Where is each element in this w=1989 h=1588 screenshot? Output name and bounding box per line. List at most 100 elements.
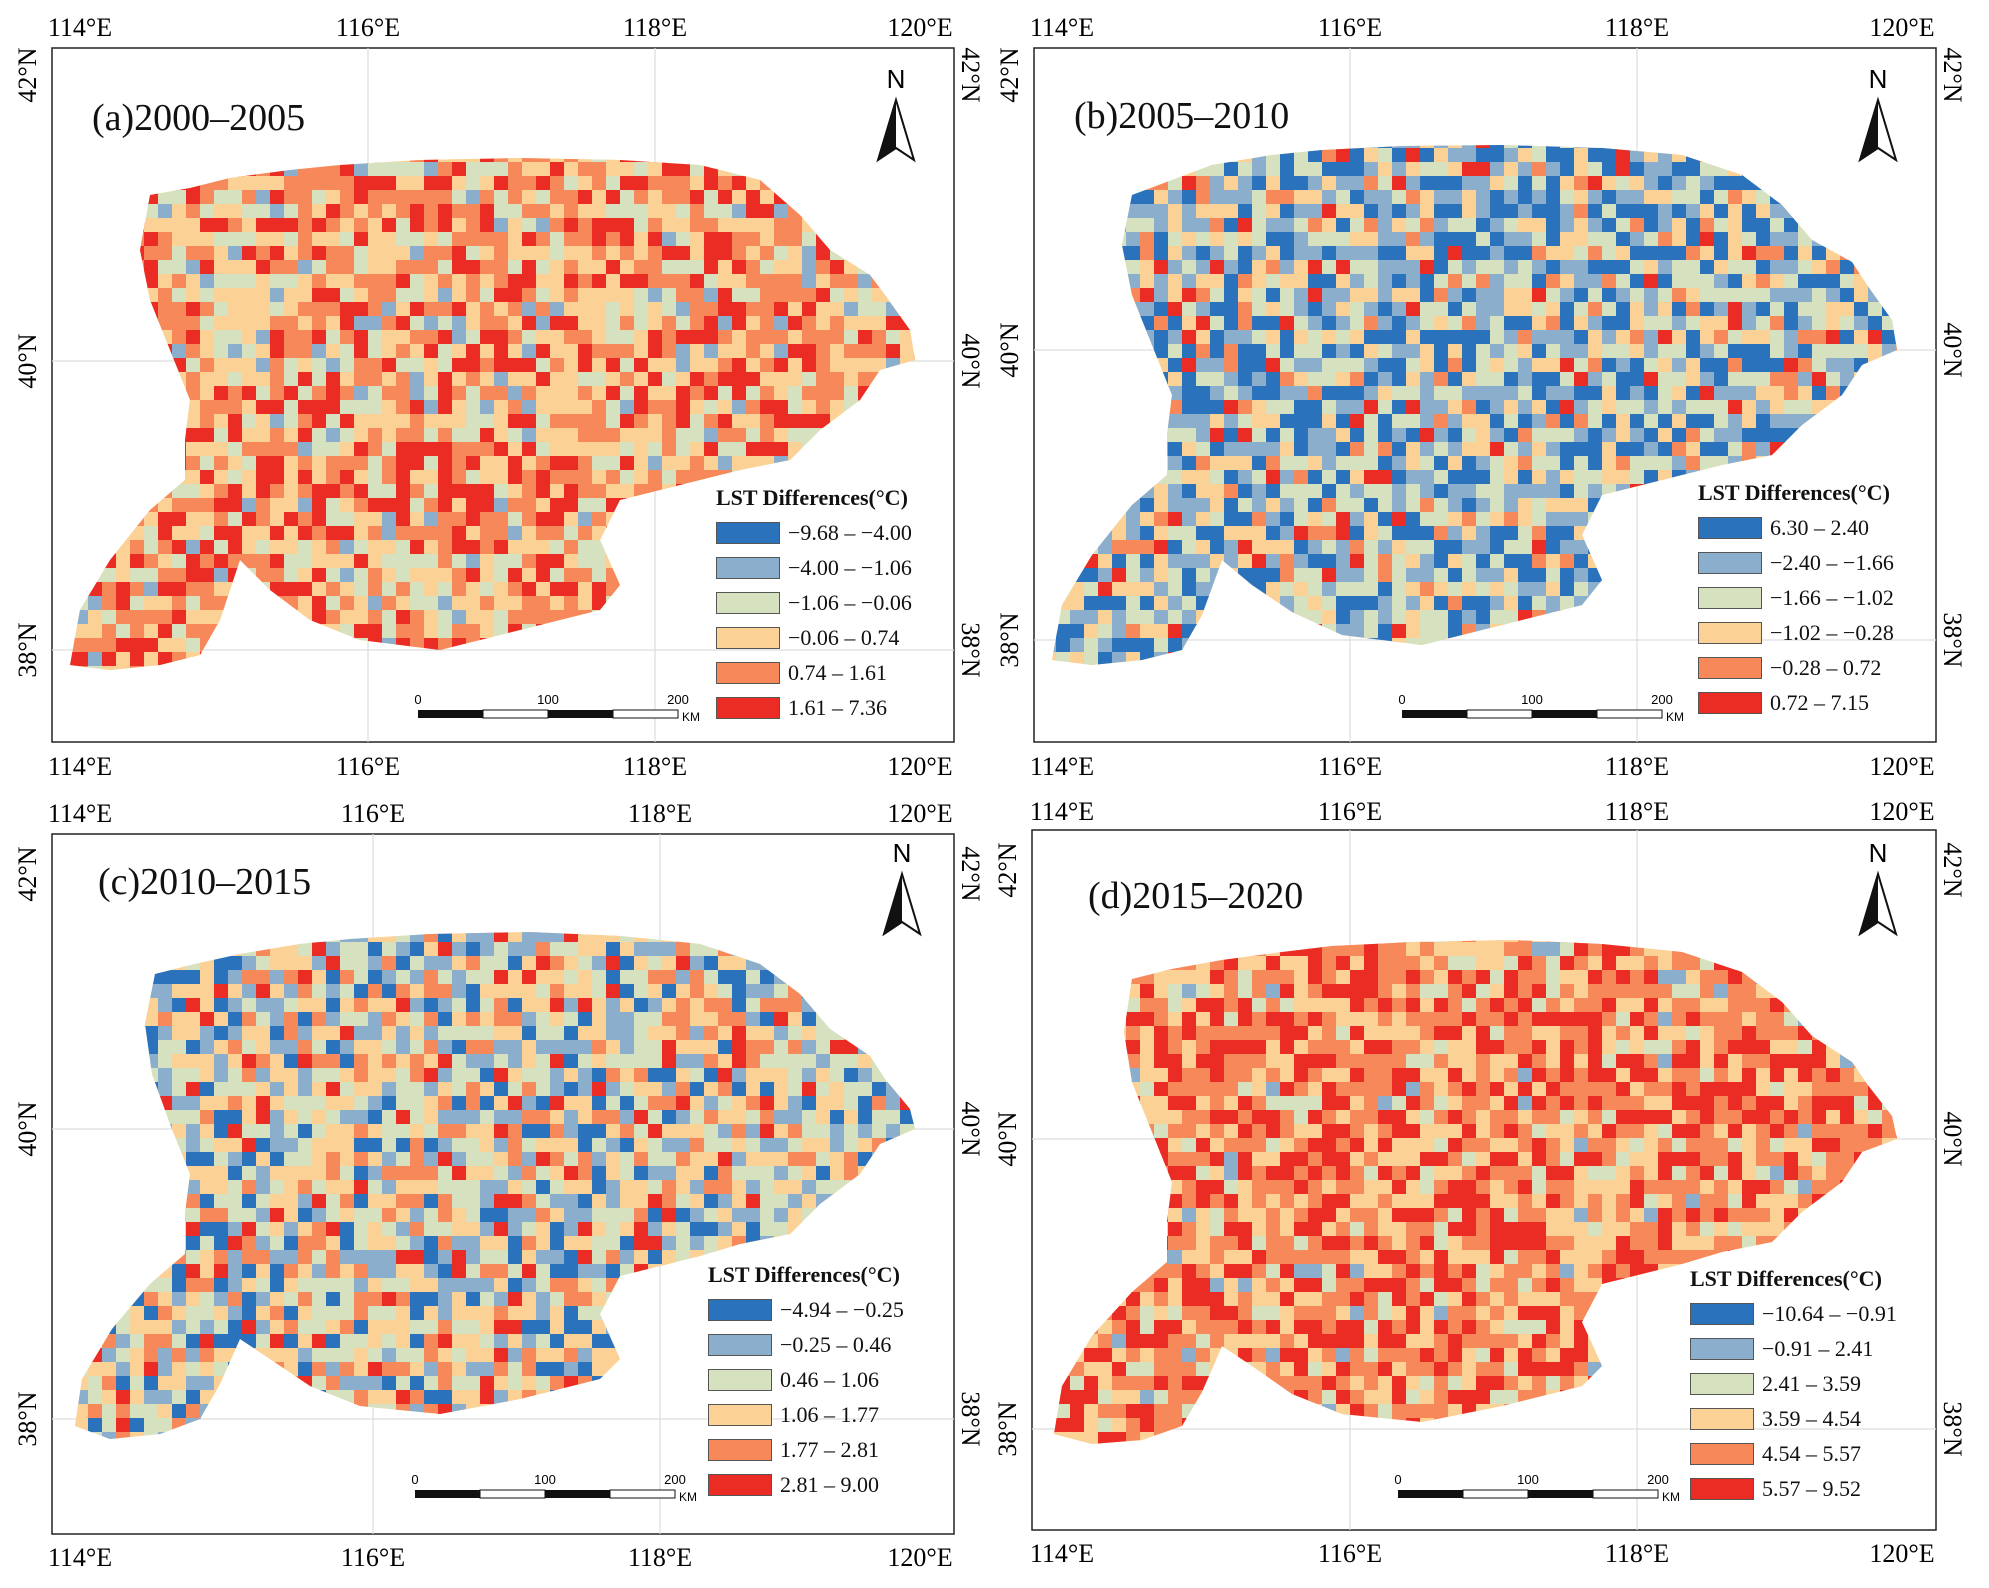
scale-tick: 0 <box>411 1472 418 1487</box>
scale-tick: 200 <box>667 692 689 707</box>
lon-label: 116°E <box>341 799 405 828</box>
map-canvas-d: 114°E 116°E 118°E 120°E 114°E 116°E 118°… <box>993 797 1967 1568</box>
legend-item: −2.40 – −1.66 <box>1698 545 1894 580</box>
scale-tick: 100 <box>534 1472 556 1487</box>
north-arrow: N <box>882 838 922 937</box>
lat-label: 38°N <box>1938 1401 1967 1456</box>
legend-swatch <box>708 1333 772 1356</box>
legend-item: −1.02 – −0.28 <box>1698 615 1894 650</box>
north-arrow: N <box>876 64 916 163</box>
scale-unit: KM <box>682 710 700 724</box>
map-frame <box>51 833 955 1535</box>
lon-label: 120°E <box>1869 1539 1934 1568</box>
legend-label: −1.66 – −1.02 <box>1770 584 1894 610</box>
map-panel-b: 114°E 116°E 118°E 120°E 114°E 116°E 118°… <box>982 0 1976 794</box>
legend-label: 6.30 – 2.40 <box>1770 514 1869 540</box>
panel-title: (d)2015–2020 <box>1088 875 1304 917</box>
lon-label: 116°E <box>341 1543 405 1572</box>
legend-item: 3.59 – 4.54 <box>1690 1401 1897 1436</box>
lon-label: 120°E <box>887 1543 952 1572</box>
lon-label: 116°E <box>1318 1539 1382 1568</box>
lon-labels-top: 114°E 116°E 118°E 120°E <box>1030 13 1935 42</box>
legend-item: 4.54 – 5.57 <box>1690 1436 1897 1471</box>
legend-label: 2.41 – 3.59 <box>1762 1370 1861 1396</box>
lat-labels-right: 42°N 40°N 38°N <box>956 846 985 1446</box>
legend-item: 0.74 – 1.61 <box>716 655 912 690</box>
map-panel-d: 114°E 116°E 118°E 120°E 114°E 116°E 118°… <box>982 794 1976 1588</box>
legend-label: −4.00 – −1.06 <box>788 554 912 580</box>
legend-label: −0.28 – 0.72 <box>1770 654 1882 680</box>
scale-bar: 0 100 200 KM <box>1398 692 1684 724</box>
scale-bar: 0 100 200 KM <box>414 692 700 724</box>
legend-item: 0.46 – 1.06 <box>708 1362 904 1397</box>
legend-item: 5.57 – 9.52 <box>1690 1471 1897 1506</box>
legend-item: 2.41 – 3.59 <box>1690 1366 1897 1401</box>
lat-label: 42°N <box>993 842 1022 897</box>
legend-swatch <box>708 1403 772 1426</box>
lat-labels-right: 42°N 40°N 38°N <box>1938 47 1967 667</box>
legend-item: −9.68 – −4.00 <box>716 515 912 550</box>
legend-label: −4.94 – −0.25 <box>780 1296 904 1322</box>
lon-label: 120°E <box>887 752 952 781</box>
legend-label: 5.57 – 9.52 <box>1762 1475 1861 1501</box>
lon-label: 116°E <box>336 13 400 42</box>
scale-tick: 0 <box>1398 692 1405 707</box>
lat-label: 40°N <box>956 1101 985 1156</box>
scale-tick: 0 <box>1394 1472 1401 1487</box>
lon-label: 120°E <box>887 799 952 828</box>
scale-tick: 0 <box>414 692 421 707</box>
legend-label: 2.81 – 9.00 <box>780 1471 879 1497</box>
lat-label: 42°N <box>995 47 1024 102</box>
scale-bar: 0 100 200 KM <box>1394 1472 1680 1504</box>
panel-title: (c)2010–2015 <box>98 861 312 903</box>
lat-label: 40°N <box>993 1111 1022 1166</box>
legend: LST Differences(°C) −4.94 – −0.25 −0.25 … <box>708 1262 904 1502</box>
lon-label: 116°E <box>336 752 400 781</box>
map-canvas-a: 114°E 116°E 118°E 120°E 114°E 116°E 118°… <box>13 13 985 781</box>
lat-labels-right: 42°N 40°N 38°N <box>1938 842 1967 1456</box>
legend-swatch <box>708 1473 772 1496</box>
lst-raster <box>1054 940 1897 1444</box>
scale-unit: KM <box>1666 710 1684 724</box>
lon-labels-top: 114°E 116°E 118°E 120°E <box>1030 797 1935 826</box>
legend-label: 3.59 – 4.54 <box>1762 1405 1861 1431</box>
legend-item: 6.30 – 2.40 <box>1698 510 1894 545</box>
scale-unit: KM <box>679 1490 697 1504</box>
lat-label: 38°N <box>13 1391 42 1446</box>
lon-label: 114°E <box>1030 752 1094 781</box>
lon-label: 120°E <box>887 13 952 42</box>
lat-label: 38°N <box>1938 612 1967 667</box>
legend-title: LST Differences(°C) <box>716 485 908 510</box>
legend-item: −0.28 – 0.72 <box>1698 650 1894 685</box>
lat-label: 42°N <box>956 47 985 102</box>
legend-label: 1.06 – 1.77 <box>780 1401 879 1427</box>
lon-label: 120°E <box>1869 752 1934 781</box>
map-panel-a: 114°E 116°E 118°E 120°E 114°E 116°E 118°… <box>0 0 994 794</box>
legend-swatch <box>1698 551 1762 574</box>
legend: LST Differences(°C) −10.64 – −0.91 −0.91… <box>1690 1266 1897 1506</box>
legend-label: −0.91 – 2.41 <box>1762 1335 1874 1361</box>
legend-label: 0.74 – 1.61 <box>788 659 887 685</box>
lat-labels-left: 42°N 40°N 38°N <box>993 842 1022 1456</box>
lon-label: 114°E <box>48 799 112 828</box>
legend-swatch <box>1690 1407 1754 1430</box>
map-canvas-b: 114°E 116°E 118°E 120°E 114°E 116°E 118°… <box>995 13 1967 781</box>
scale-unit: KM <box>1662 1490 1680 1504</box>
map-frame <box>51 47 955 743</box>
scale-tick: 200 <box>1651 692 1673 707</box>
panel-title: (b)2005–2010 <box>1074 95 1290 137</box>
scale-bar: 0 100 200 KM <box>411 1472 697 1504</box>
scale-tick: 100 <box>1517 1472 1539 1487</box>
legend-title: LST Differences(°C) <box>1698 480 1890 505</box>
lat-label: 40°N <box>956 333 985 388</box>
lat-labels-left: 42°N 40°N 38°N <box>13 846 42 1446</box>
lat-label: 40°N <box>1938 1111 1967 1166</box>
lat-label: 40°N <box>995 322 1024 377</box>
lon-label: 118°E <box>1605 1539 1669 1568</box>
legend: LST Differences(°C) 6.30 – 2.40 −2.40 – … <box>1698 480 1894 720</box>
legend-label: −2.40 – −1.66 <box>1770 549 1894 575</box>
legend-swatch <box>1698 516 1762 539</box>
lat-label: 42°N <box>1938 842 1967 897</box>
legend-swatch <box>1698 656 1762 679</box>
scale-tick: 100 <box>537 692 559 707</box>
